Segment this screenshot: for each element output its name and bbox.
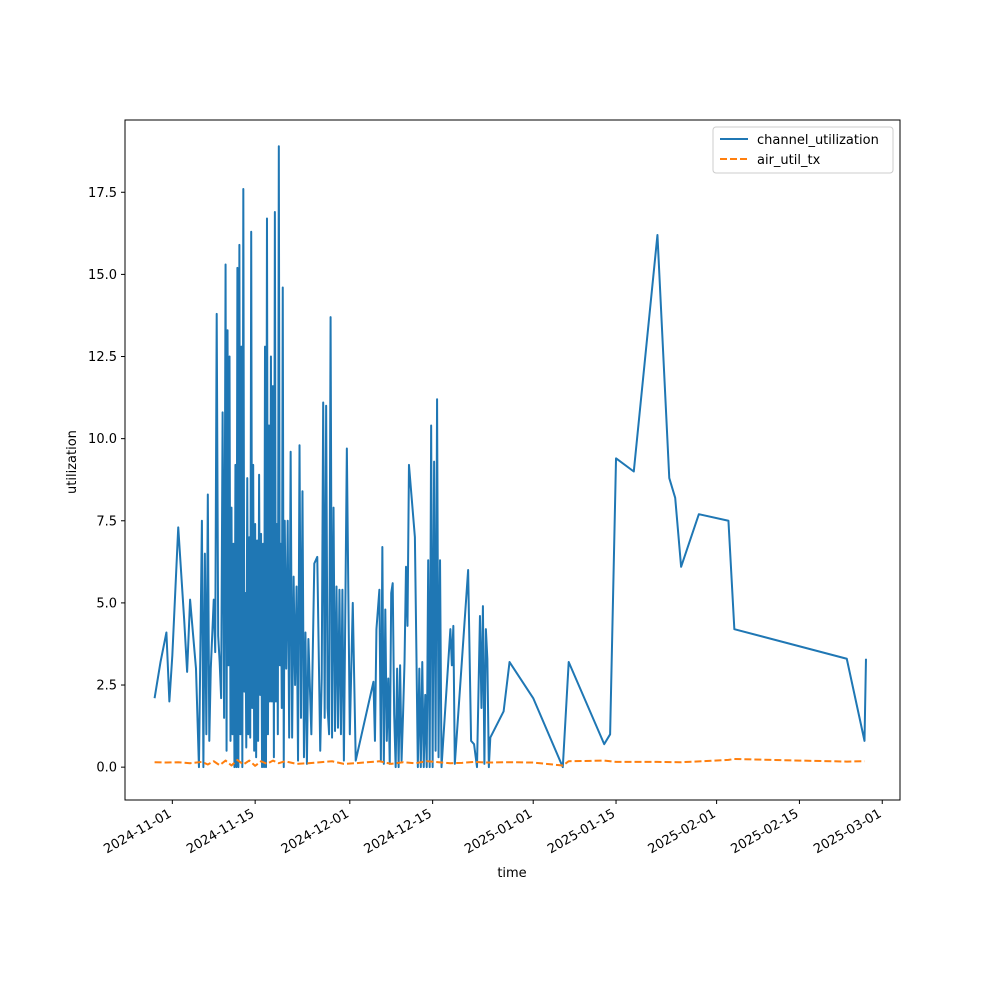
series-line-channel-utilization (153, 145, 867, 769)
x-tick-label: 2024-11-01 (101, 806, 174, 857)
y-tick-label: 10.0 (88, 432, 117, 447)
legend-box (712, 126, 894, 174)
y-tick-label: 2.5 (96, 679, 117, 694)
y-tick-label: 15.0 (88, 268, 117, 283)
x-tick-label: 2024-12-15 (362, 806, 435, 857)
x-tick-label: 2025-03-01 (811, 806, 884, 857)
y-tick-label: 12.5 (88, 350, 117, 365)
y-axis: 0.0 2.5 5.0 7.5 10.0 12.5 15.0 17.5 (88, 186, 125, 776)
y-tick-label: 17.5 (88, 186, 117, 201)
series-layer (153, 145, 867, 769)
x-tick-label: 2025-01-15 (545, 806, 618, 857)
axes-frame (124, 119, 901, 801)
x-tick-label: 2025-02-15 (728, 806, 801, 857)
x-tick-label: 2025-01-01 (462, 806, 535, 857)
x-axis-label: time (497, 866, 526, 881)
legend-label-air-util-tx: air_util_tx (757, 153, 821, 168)
x-tick-label: 2024-12-01 (279, 806, 352, 857)
y-tick-label: 7.5 (96, 514, 117, 529)
y-tick-label: 5.0 (96, 596, 117, 611)
legend: channel_utilization air_util_tx (712, 126, 894, 174)
x-tick-label: 2025-02-01 (646, 806, 719, 857)
series-line-air-util-tx (154, 757, 865, 767)
x-tick-label: 2024-11-15 (184, 806, 257, 857)
y-axis-label: utilization (65, 430, 80, 494)
y-tick-label: 0.0 (96, 761, 117, 776)
legend-label-channel-utilization: channel_utilization (757, 133, 879, 148)
x-axis: 2024-11-01 2024-11-15 2024-12-01 2024-12-15… (101, 800, 884, 857)
